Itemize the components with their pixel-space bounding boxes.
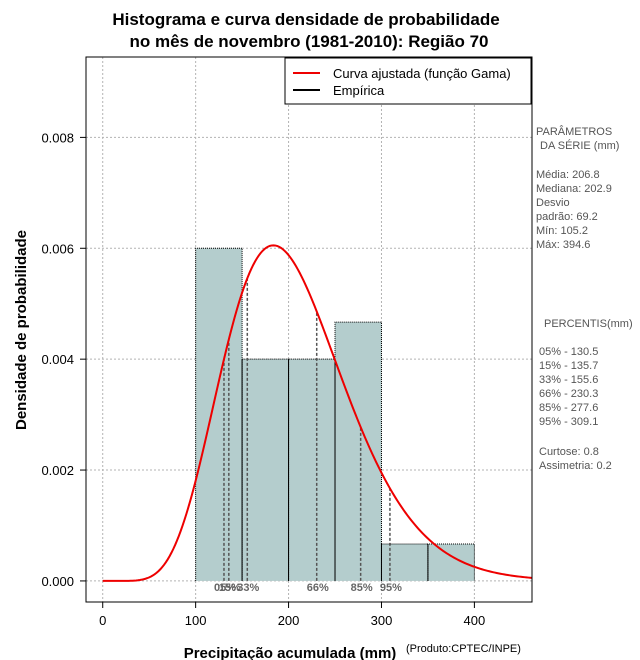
legend: Curva ajustada (função Gama) Empírica xyxy=(284,57,532,105)
legend-box xyxy=(284,57,532,105)
param-mean: Média: 206.8 xyxy=(536,169,600,181)
y-tick-label-2: 0.004 xyxy=(41,352,74,367)
stat-skewness: Assimetria: 0.2 xyxy=(539,460,612,472)
histogram-bar-2 xyxy=(242,359,289,581)
stat-kurtosis: Curtose: 0.8 xyxy=(539,446,599,458)
histogram-bars xyxy=(195,247,475,581)
param-min: Mín: 105.2 xyxy=(536,225,588,237)
gamma-curve-layer xyxy=(102,244,533,582)
percentile-lines xyxy=(223,278,391,581)
percentis-header: PERCENTIS(mm) xyxy=(544,318,633,330)
product-credit: (Produto:CPTEC/INPE) xyxy=(406,643,521,655)
x-tick-label-300: 300 xyxy=(371,613,393,628)
percentile-label-15: 15% xyxy=(219,582,241,594)
histogram-bar-1 xyxy=(195,248,243,581)
chart-title-line-1: Histograma e curva densidade de probabil… xyxy=(112,10,499,29)
percentile-label-33: 33% xyxy=(237,582,259,594)
legend-empirical-label: Empírica xyxy=(333,83,385,98)
params-header-2: DA SÉRIE (mm) xyxy=(540,139,619,152)
param-median: Mediana: 202.9 xyxy=(536,183,612,195)
plot-frame xyxy=(85,56,533,603)
empirical-bar-outline-4 xyxy=(334,321,382,581)
histogram-bar-4 xyxy=(335,322,382,581)
params-header-1: PARÂMETROS xyxy=(536,125,612,138)
histogram-bar-3 xyxy=(288,359,336,581)
param-std-value: padrão: 69.2 xyxy=(536,211,598,223)
param-max: Máx: 394.6 xyxy=(536,239,590,251)
empirical-bar-outline-1 xyxy=(195,247,243,581)
percentil-66: 66% - 230.3 xyxy=(539,388,598,400)
percentiles-panel: PERCENTIS(mm) 05% - 130.5 15% - 135.7 33… xyxy=(539,318,633,472)
chart-title-line-2: no mês de novembro (1981-2010): Região 7… xyxy=(129,32,488,51)
percentil-05: 05% - 130.5 xyxy=(539,346,598,358)
percentile-label-66: 66% xyxy=(307,582,329,594)
legend-curve-label: Curva ajustada (função Gama) xyxy=(333,66,511,81)
percentile-label-85: 85% xyxy=(351,582,373,594)
y-tick-label-3: 0.006 xyxy=(41,241,74,256)
histogram-bar-5 xyxy=(381,543,428,581)
gamma-curve xyxy=(102,244,533,582)
histogram-bar-6 xyxy=(427,543,475,581)
y-tick-label-0: 0.000 xyxy=(41,574,74,589)
x-tick-label-200: 200 xyxy=(278,613,300,628)
percentil-85: 85% - 277.6 xyxy=(539,402,598,414)
y-tick-label-4: 0.008 xyxy=(41,130,74,145)
axes: 0 100 200 300 400 0.000 0.002 0.004 0.006 0.008 xyxy=(41,56,533,628)
x-tick-label-0: 0 xyxy=(99,613,106,628)
percentile-label-05: 05% xyxy=(214,582,236,594)
y-axis-title: Densidade de probabilidade xyxy=(13,230,30,430)
percentil-33: 33% - 155.6 xyxy=(539,374,598,386)
x-tick-label-100: 100 xyxy=(185,613,207,628)
percentil-15: 15% - 135.7 xyxy=(539,360,598,372)
x-tick-label-400: 400 xyxy=(464,613,486,628)
percentile-label-95: 95% xyxy=(380,582,402,594)
series-parameters-panel: PARÂMETROS DA SÉRIE (mm) Média: 206.8 Me… xyxy=(536,125,619,251)
x-axis-title: Precipitação acumulada (mm) xyxy=(184,645,397,660)
param-std-label: Desvio xyxy=(536,197,570,209)
y-tick-label-1: 0.002 xyxy=(41,463,74,478)
percentil-95: 95% - 309.1 xyxy=(539,416,598,428)
percentile-labels: 05%15%33% 66% 85% 95% xyxy=(214,582,402,594)
